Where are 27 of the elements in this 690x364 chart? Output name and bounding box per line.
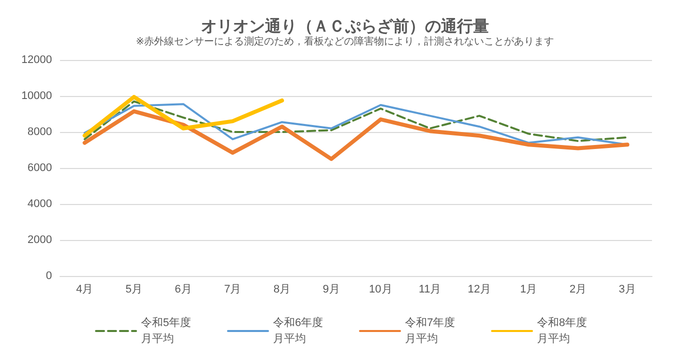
x-tick-label: 6月 <box>174 284 192 296</box>
x-tick-label: 12月 <box>468 284 491 296</box>
legend-label: 令和7年度月平均 <box>405 316 456 345</box>
x-tick-label: 4月 <box>76 284 94 296</box>
x-tick-label: 10月 <box>369 284 392 296</box>
y-tick-label: 4000 <box>28 198 52 210</box>
legend-label: 令和5年度月平均 <box>141 316 192 345</box>
y-tick-label: 12000 <box>21 54 52 66</box>
x-tick-label: 7月 <box>224 284 242 296</box>
chart-title: オリオン通り（ＡＣぷらざ前）の通行量 <box>201 18 489 36</box>
chart-subtitle: ※赤外線センサーによる測定のため，看板などの障害物により，計測されないことがあります <box>136 36 554 48</box>
y-tick-label: 2000 <box>28 234 52 246</box>
y-tick-label: 0 <box>46 270 52 282</box>
x-tick-label: 2月 <box>569 284 587 296</box>
legend-label: 令和8年度月平均 <box>537 316 588 345</box>
x-tick-label: 9月 <box>322 284 340 296</box>
line-series <box>82 109 630 161</box>
x-tick-label: 11月 <box>418 284 442 296</box>
x-tick-label: 1月 <box>520 284 538 296</box>
y-tick-label: 6000 <box>28 162 52 174</box>
y-tick-label: 8000 <box>28 126 52 138</box>
line-series <box>82 94 284 138</box>
x-tick-label: 8月 <box>273 284 291 296</box>
x-tick-label: 3月 <box>618 284 636 296</box>
legend-label: 令和6年度月平均 <box>273 316 324 345</box>
x-tick-label: 5月 <box>125 284 143 296</box>
y-tick-label: 10000 <box>21 90 52 102</box>
